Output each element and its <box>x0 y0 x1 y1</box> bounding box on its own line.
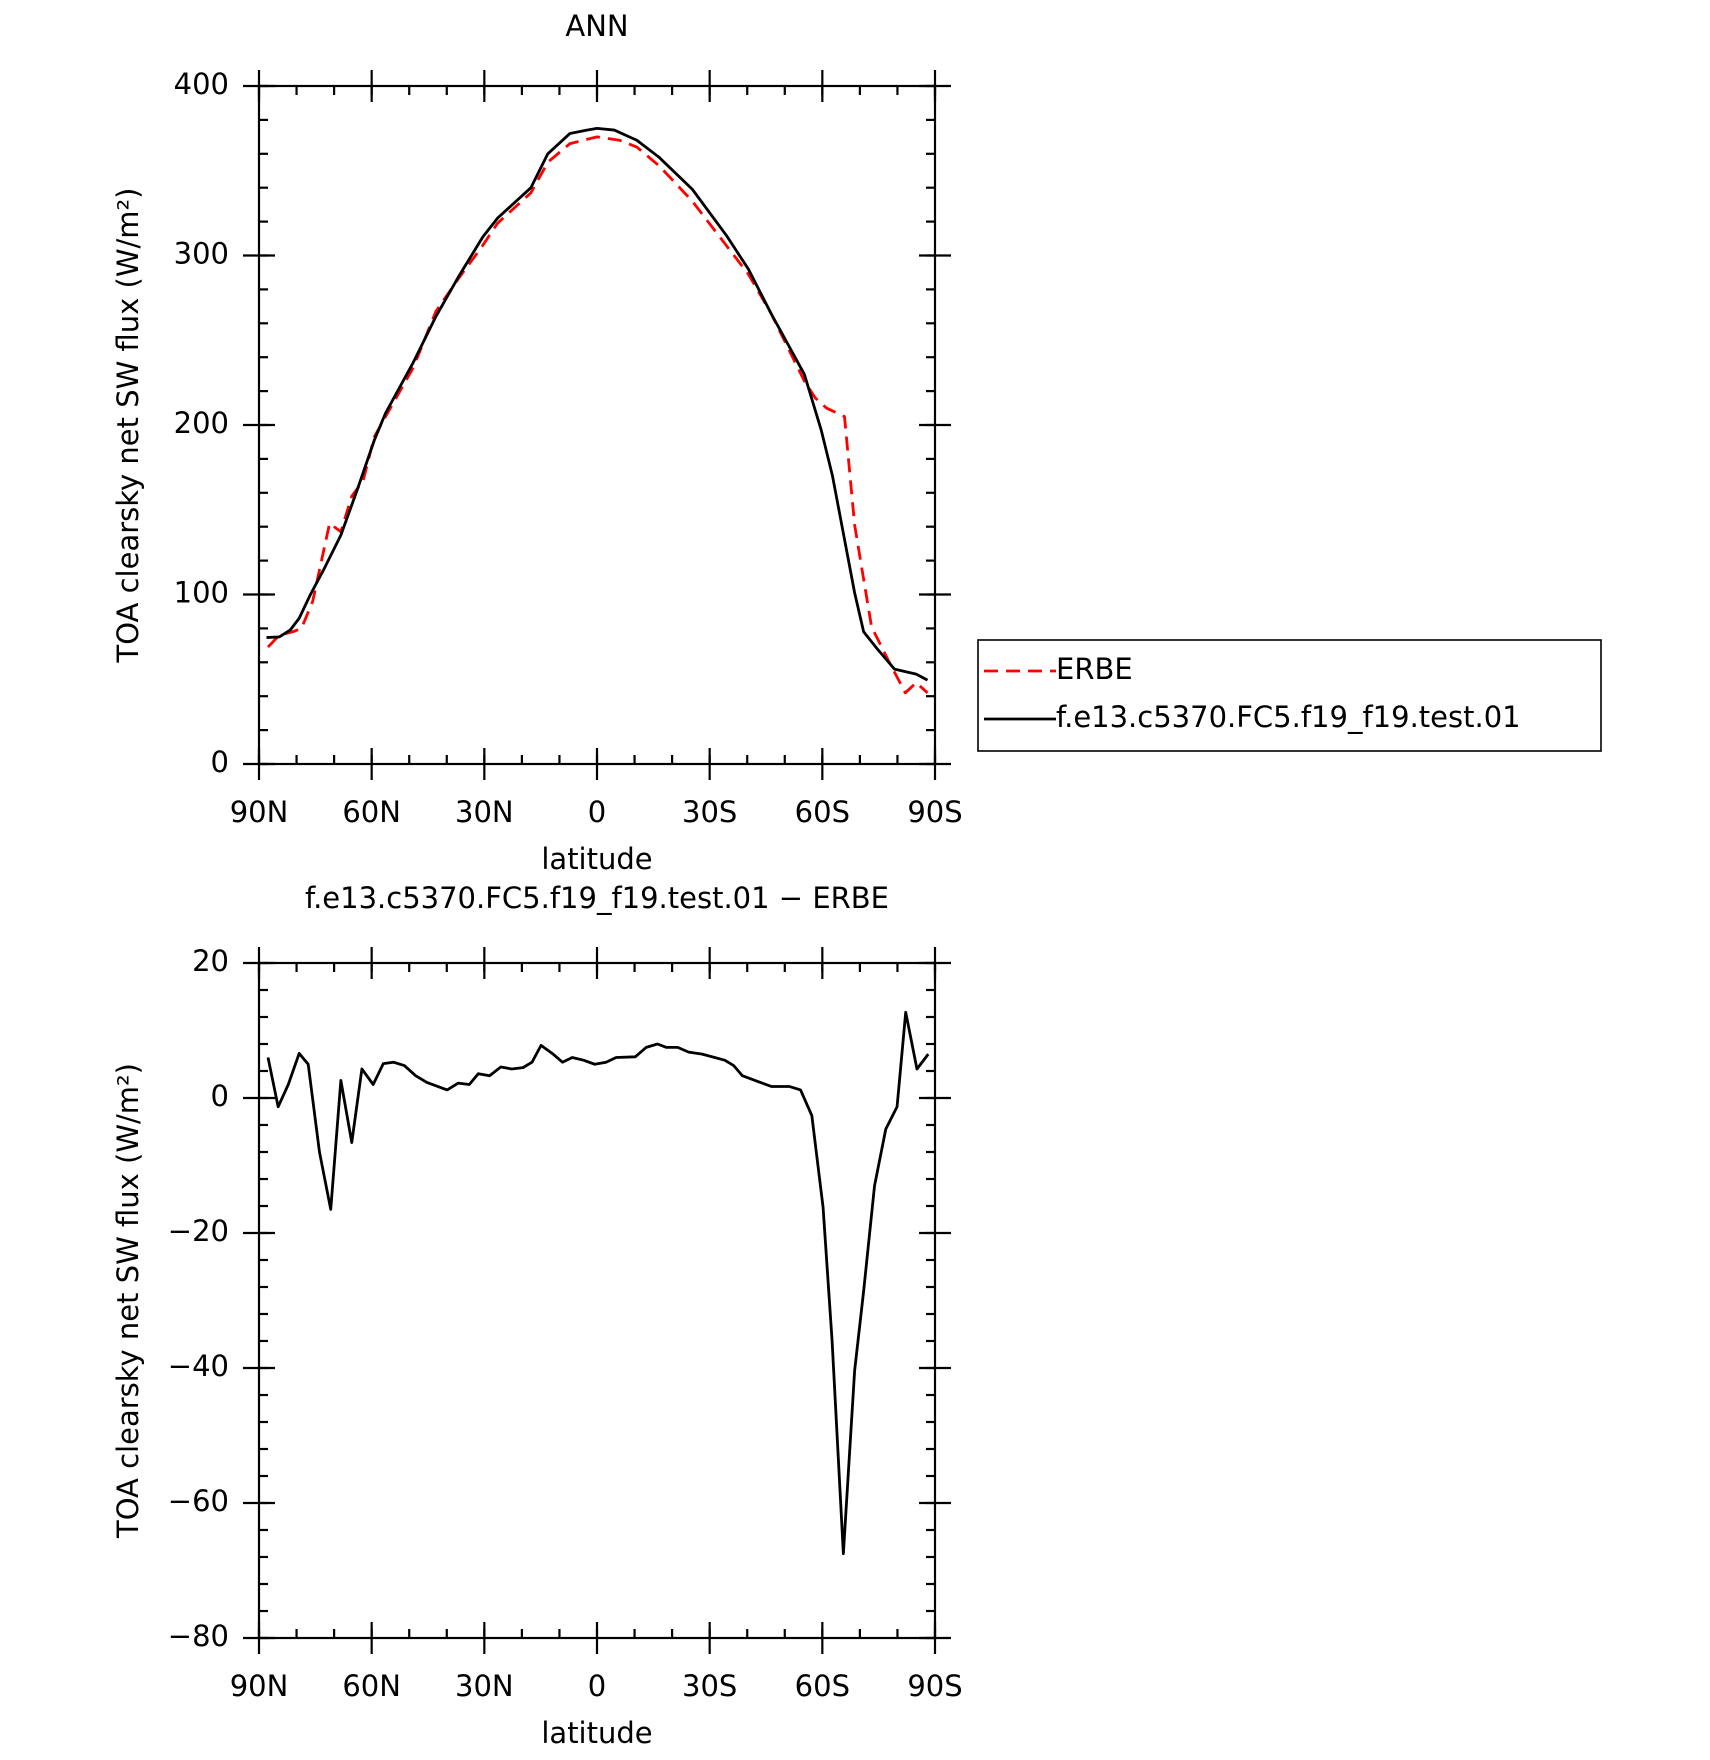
legend-label: f.e13.c5370.FC5.f19_f19.test.01 <box>1056 700 1521 734</box>
y-tick-label: 0 <box>211 1079 229 1113</box>
plot-frame <box>257 961 937 1640</box>
chart-title: ANN <box>565 9 628 43</box>
x-tick-label: 60N <box>342 795 401 829</box>
plot-frame <box>257 84 937 766</box>
x-tick-label: 90S <box>907 795 962 829</box>
data-line <box>266 126 929 682</box>
x-tick-label: 30N <box>455 795 514 829</box>
x-tick-label: 30S <box>682 795 737 829</box>
x-tick-label: 90N <box>230 795 289 829</box>
legend: ERBE f.e13.c5370.FC5.f19_f19.test.01 <box>977 639 1602 752</box>
y-tick-label: 100 <box>174 576 229 610</box>
y-axis-label: TOA clearsky net SW flux (W/m²) <box>111 1063 145 1539</box>
data-line <box>266 1010 930 1556</box>
y-tick-label: 400 <box>174 67 229 101</box>
legend-label: ERBE <box>1056 652 1133 686</box>
y-tick-label: −20 <box>168 1214 229 1248</box>
y-tick-label: −60 <box>168 1484 229 1518</box>
y-tick-label: 0 <box>211 745 229 779</box>
data-line <box>266 135 929 695</box>
y-tick-label: 200 <box>174 406 229 440</box>
x-tick-label: 30N <box>455 1669 514 1703</box>
y-tick-label: −40 <box>168 1349 229 1383</box>
x-tick-label: 30S <box>682 1669 737 1703</box>
y-tick-label: 300 <box>174 237 229 271</box>
y-tick-label: 20 <box>192 944 229 978</box>
y-axis-label: TOA clearsky net SW flux (W/m²) <box>111 188 145 664</box>
x-axis-label: latitude <box>541 1716 652 1750</box>
x-tick-label: 60S <box>795 795 850 829</box>
x-tick-label: 0 <box>588 795 606 829</box>
x-tick-label: 0 <box>588 1669 606 1703</box>
x-tick-label: 90N <box>230 1669 289 1703</box>
y-tick-label: −80 <box>168 1619 229 1653</box>
legend-box <box>977 639 1602 752</box>
x-tick-label: 90S <box>907 1669 962 1703</box>
x-tick-label: 60S <box>795 1669 850 1703</box>
x-tick-label: 60N <box>342 1669 401 1703</box>
chart-title: f.e13.c5370.FC5.f19_f19.test.01 − ERBE <box>305 881 889 915</box>
x-axis-label: latitude <box>541 842 652 876</box>
